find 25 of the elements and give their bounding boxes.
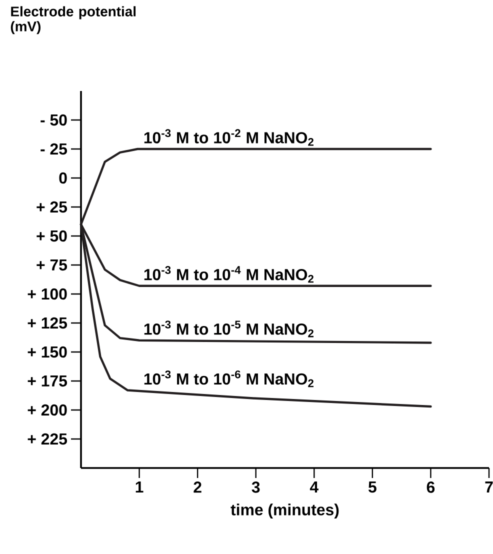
series-label: 10$^{-3}$ M to 10$^{-4}$ M NaNO$_{2}$	[144, 266, 314, 283]
x-axis-title: time (minutes)	[230, 504, 339, 519]
series-label: 10$^{-3}$ M to 10$^{-6}$ M NaNO$_{2}$	[144, 370, 314, 388]
series-label: 10$^{-3}$ M to 10$^{-2}$ M NaNO$_{2}$	[144, 129, 314, 146]
y-tick-label: - 50	[40, 114, 67, 126]
x-tick-label: 1	[136, 482, 144, 492]
x-tick-label: 7	[485, 482, 493, 492]
y-tick-label: + 175	[28, 375, 68, 387]
y-tick-label: + 100	[28, 288, 67, 300]
x-tick-label: 2	[194, 482, 202, 493]
y-tick-label: + 25	[36, 201, 68, 213]
y-tick-label: + 150	[28, 346, 67, 358]
y-axis-title: Electrode potential (mV)	[10, 6, 136, 34]
x-tick-label: 3	[252, 482, 260, 493]
y-tick-label: 0	[59, 172, 67, 184]
x-tick-label: 6	[426, 482, 435, 493]
y-tick-label: - 25	[40, 143, 68, 155]
y-tick-label: + 125	[28, 317, 68, 329]
x-tick-label: 4	[310, 482, 318, 492]
y-tick-label: + 50	[36, 230, 67, 242]
y-tick-label: + 225	[28, 433, 68, 445]
y-tick-label: + 75	[36, 259, 68, 271]
x-tick-label: 5	[368, 482, 376, 493]
y-tick-label: + 200	[28, 404, 67, 416]
series-label: 10$^{-3}$ M to 10$^{-5}$ M NaNO$_{2}$	[144, 320, 314, 338]
